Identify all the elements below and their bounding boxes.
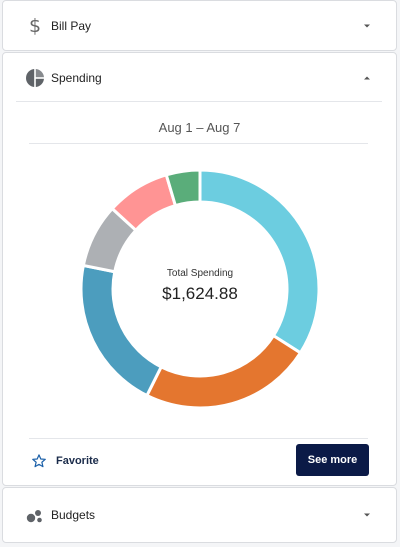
favorite-toggle[interactable]: Favorite — [31, 453, 99, 469]
donut-slice-6[interactable] — [164, 169, 202, 208]
spending-donut-chart: Total Spending $1,624.88 — [80, 169, 320, 409]
chevron-down-icon[interactable] — [364, 513, 370, 517]
spending-card: Spending Aug 1 – Aug 7 Total Spending $1… — [2, 52, 397, 486]
bill-pay-card: $ Bill Pay — [2, 0, 397, 51]
total-spending-amount: $1,624.88 — [162, 284, 238, 303]
see-more-button[interactable]: See more — [296, 444, 369, 476]
bubbles-icon — [25, 505, 45, 525]
bill-pay-header[interactable]: $ Bill Pay — [3, 1, 396, 51]
spending-header[interactable]: Spending — [3, 53, 396, 103]
star-icon — [32, 454, 46, 468]
spending-label: Spending — [51, 71, 102, 85]
donut-center: Total Spending $1,624.88 — [80, 169, 320, 409]
date-range: Aug 1 – Aug 7 — [158, 120, 241, 135]
total-spending-label: Total Spending — [166, 268, 234, 279]
budgets-card: Budgets — [2, 487, 397, 543]
donut-svg — [80, 169, 320, 409]
dollar-icon: $ — [28, 14, 42, 37]
favorite-label: Favorite — [56, 455, 99, 467]
footer-divider — [29, 438, 368, 439]
chevron-down-icon[interactable] — [364, 24, 370, 28]
budgets-header[interactable]: Budgets — [3, 488, 396, 542]
bill-pay-label: Bill Pay — [51, 19, 92, 33]
chevron-up-icon[interactable] — [364, 76, 370, 80]
pie-chart-icon — [25, 68, 45, 88]
budgets-label: Budgets — [51, 508, 96, 522]
date-divider — [29, 143, 368, 144]
header-divider — [16, 101, 382, 102]
